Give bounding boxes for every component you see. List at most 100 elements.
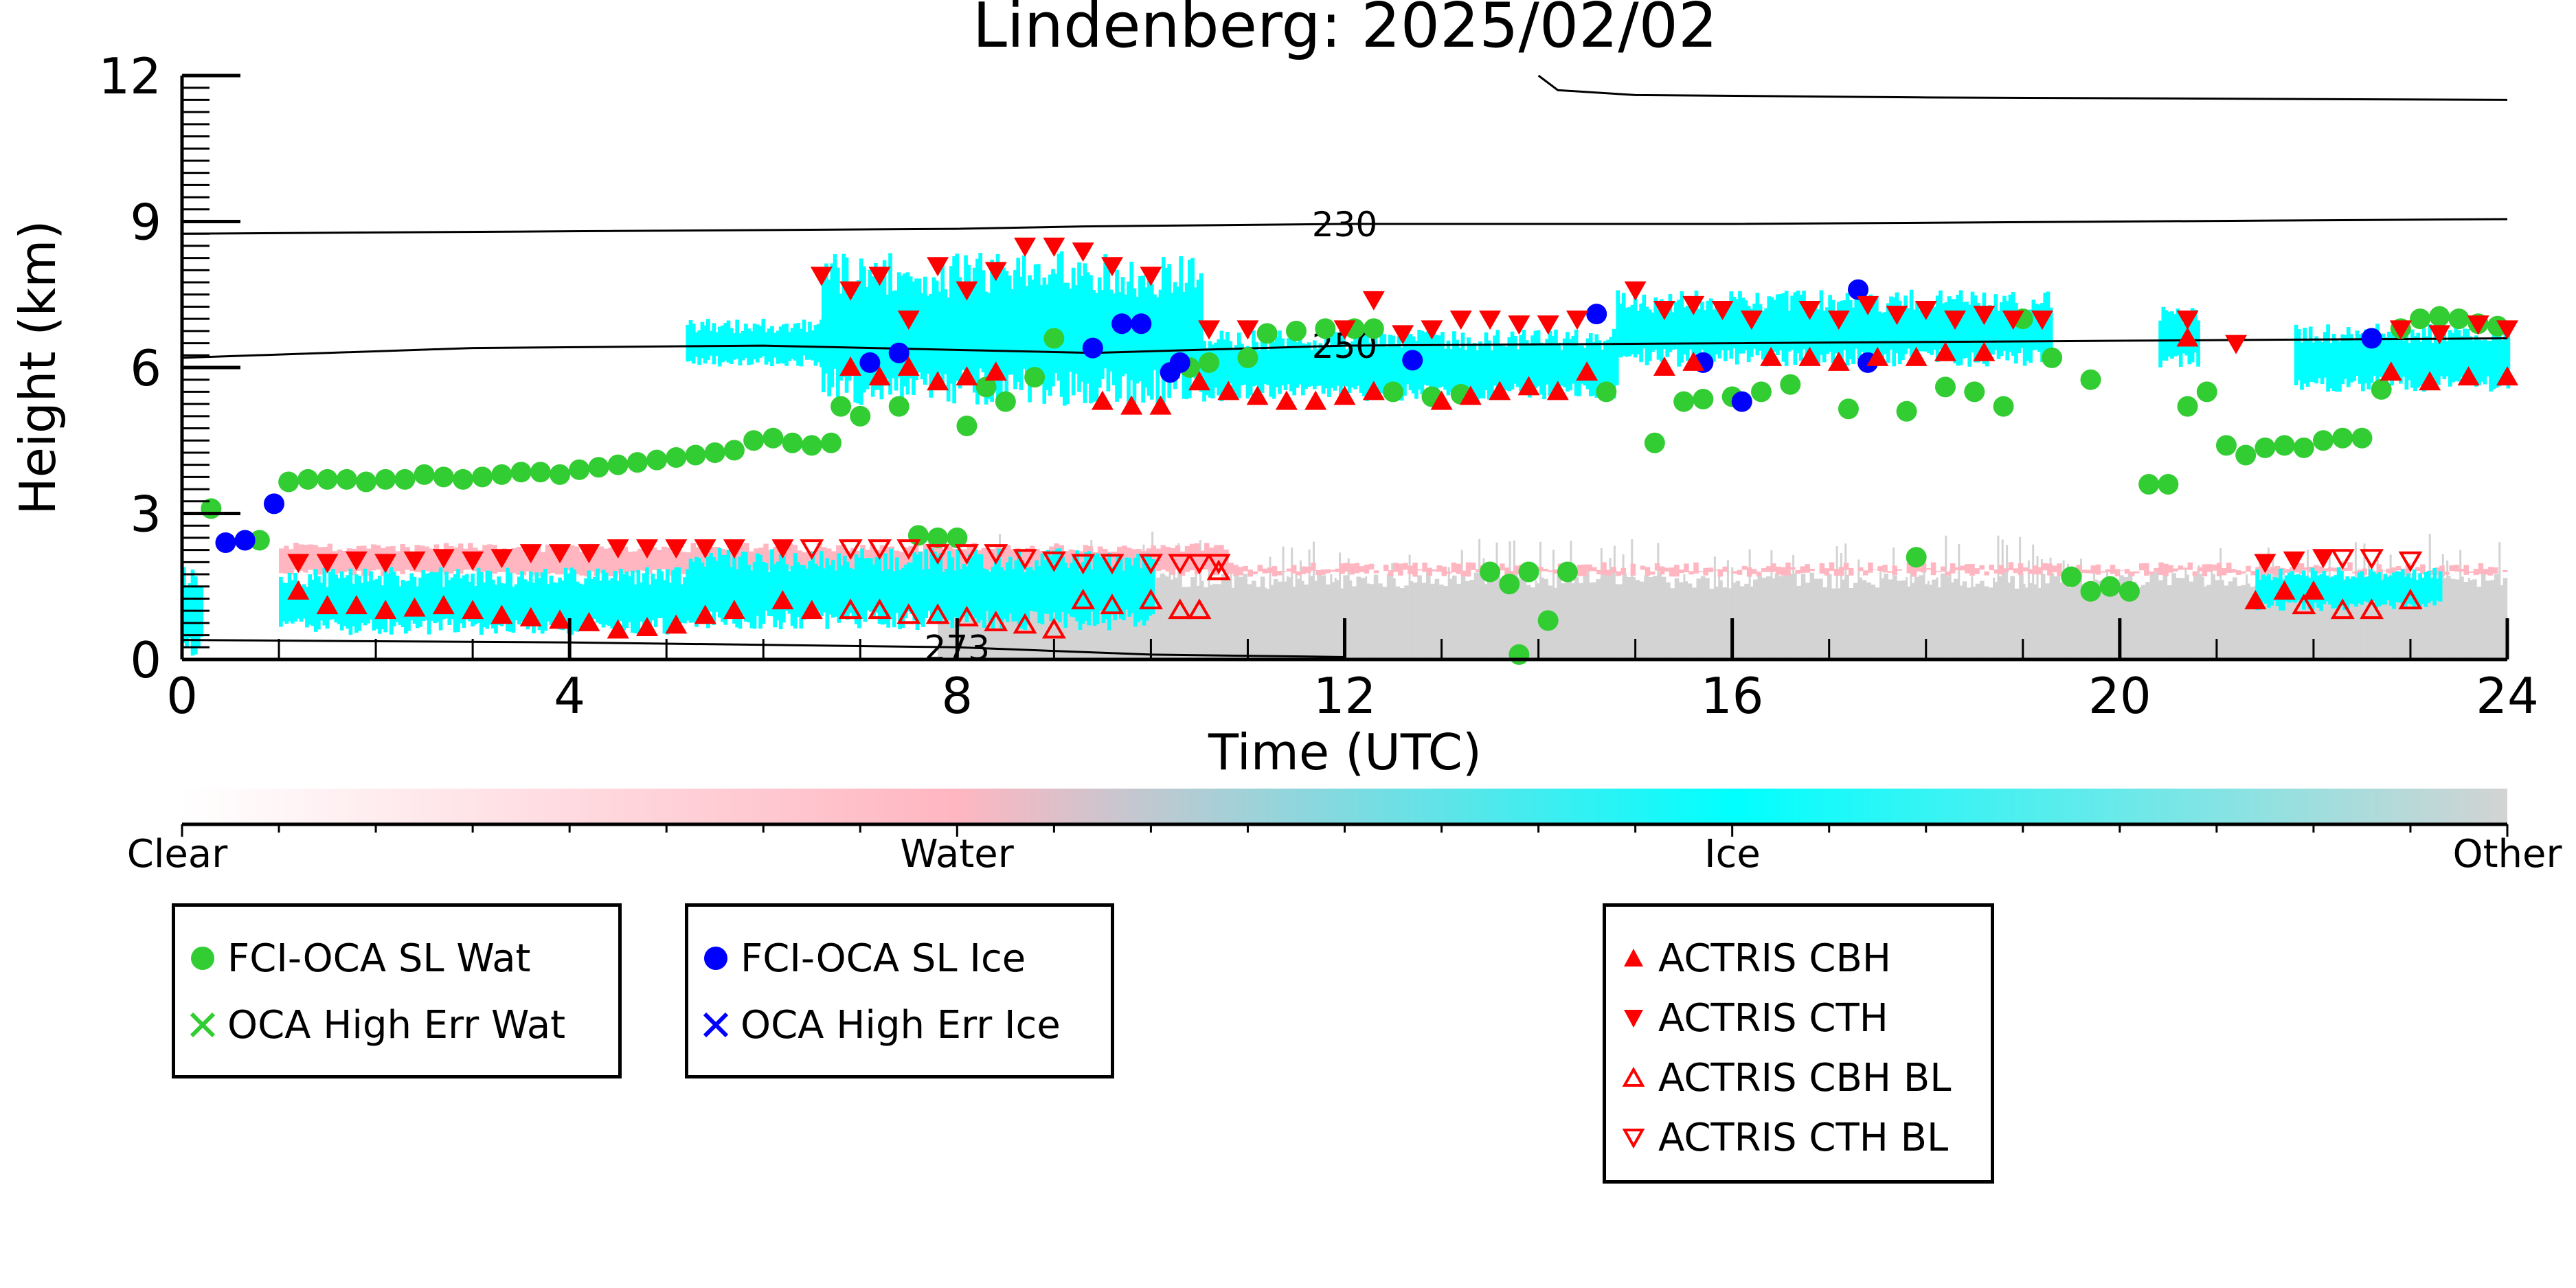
ice-strip	[1458, 348, 1462, 394]
ice-strip	[308, 574, 312, 625]
data-point	[2313, 430, 2334, 451]
other-speckle	[1997, 535, 2000, 577]
ice-strip	[1266, 350, 1270, 385]
other-strip	[2289, 578, 2294, 659]
ice-strip	[2342, 580, 2347, 611]
ice-strip	[793, 553, 798, 629]
other-strip	[2472, 579, 2477, 659]
other-strip	[1072, 581, 1078, 659]
data-point	[1993, 396, 2014, 417]
other-strip	[2481, 573, 2486, 659]
water-strip	[2134, 571, 2140, 574]
other-speckle	[1726, 560, 1729, 589]
ice-strip	[877, 283, 881, 390]
ice-strip	[1947, 296, 1952, 353]
ice-strip	[1190, 258, 1195, 368]
ice-strip	[1770, 297, 1774, 365]
ice-strip	[2407, 343, 2412, 381]
data-point	[838, 598, 863, 620]
ice-strip	[1109, 289, 1114, 372]
ice-strip	[523, 579, 528, 626]
data-point	[215, 532, 236, 553]
ice-strip	[1399, 347, 1404, 401]
ice-strip	[2348, 578, 2353, 604]
ice-strip	[1513, 335, 1517, 384]
other-strip	[2263, 572, 2268, 659]
water-strip	[1451, 562, 1457, 573]
data-point	[1934, 341, 1956, 361]
water-strip	[1921, 563, 1927, 573]
ice-strip	[2301, 570, 2306, 610]
ice-strip	[2305, 576, 2309, 602]
ice-strip	[2369, 569, 2373, 606]
water-strip	[1165, 547, 1171, 572]
ice-strip	[969, 283, 974, 376]
ice-strip	[1889, 296, 1893, 350]
other-speckle	[1927, 580, 1930, 585]
water-strip	[652, 547, 657, 570]
ice-strip	[1065, 282, 1070, 405]
other-strip	[1713, 586, 1719, 659]
ice-strip	[2477, 339, 2481, 385]
water-strip	[1219, 545, 1224, 570]
ice-strip	[1153, 294, 1157, 370]
other-speckle	[1208, 563, 1210, 585]
ice-strip	[2406, 573, 2410, 604]
ice-strip	[1973, 295, 1978, 363]
ice-strip	[2303, 328, 2307, 384]
other-speckle	[1958, 543, 1961, 586]
other-strip	[1513, 572, 1518, 659]
ice-strip	[761, 561, 766, 624]
data-point	[1246, 385, 1269, 405]
other-strip	[2233, 577, 2237, 659]
water-strip	[1301, 566, 1307, 574]
ice-strip	[2305, 339, 2310, 387]
data-point	[694, 605, 716, 624]
data-point	[1838, 398, 1859, 420]
data-point	[2330, 598, 2355, 620]
ice-strip	[1146, 272, 1151, 396]
water-strip	[2192, 571, 2198, 576]
ice-strip	[923, 276, 927, 385]
ice-strip	[2418, 573, 2422, 609]
ice-strip	[1158, 289, 1163, 373]
ice-strip	[1283, 348, 1288, 391]
other-strip	[2149, 574, 2155, 659]
ice-strip	[926, 295, 930, 374]
other-strip	[2088, 582, 2094, 659]
ice-strip	[993, 270, 997, 389]
ice-strip	[998, 264, 1003, 398]
ice-strip	[2339, 571, 2344, 606]
ice-strip	[532, 583, 536, 633]
ice-strip	[1636, 310, 1640, 354]
other-speckle	[1308, 549, 1311, 576]
water-strip	[1838, 567, 1844, 576]
legend-label: OCA High Err Ice	[741, 1002, 1061, 1048]
data-point	[2273, 580, 2296, 600]
other-strip	[1945, 576, 1950, 659]
ice-strip	[2176, 308, 2180, 356]
ice-strip	[1988, 305, 1992, 355]
water-strip	[2391, 567, 2397, 574]
ice-strip	[1304, 344, 1308, 389]
water-strip	[632, 551, 638, 573]
ice-strip	[914, 278, 918, 381]
data-point	[1304, 390, 1327, 410]
other-strip	[1369, 584, 1375, 659]
water-strip	[1306, 566, 1311, 573]
data-point	[2398, 589, 2423, 609]
ice-strip	[2290, 571, 2294, 602]
ice-strip	[888, 253, 892, 395]
other-speckle	[1600, 548, 1603, 574]
ice-strip	[1116, 554, 1120, 614]
ice-strip	[758, 554, 762, 629]
ice-strip	[497, 576, 501, 626]
ice-strip	[1269, 334, 1274, 397]
ice-strip	[1021, 255, 1026, 369]
ice-strip	[1184, 282, 1189, 400]
other-strip	[1256, 587, 1261, 659]
ice-strip	[1286, 338, 1291, 385]
water-strip	[1325, 569, 1331, 574]
ice-strip	[1874, 297, 1879, 352]
